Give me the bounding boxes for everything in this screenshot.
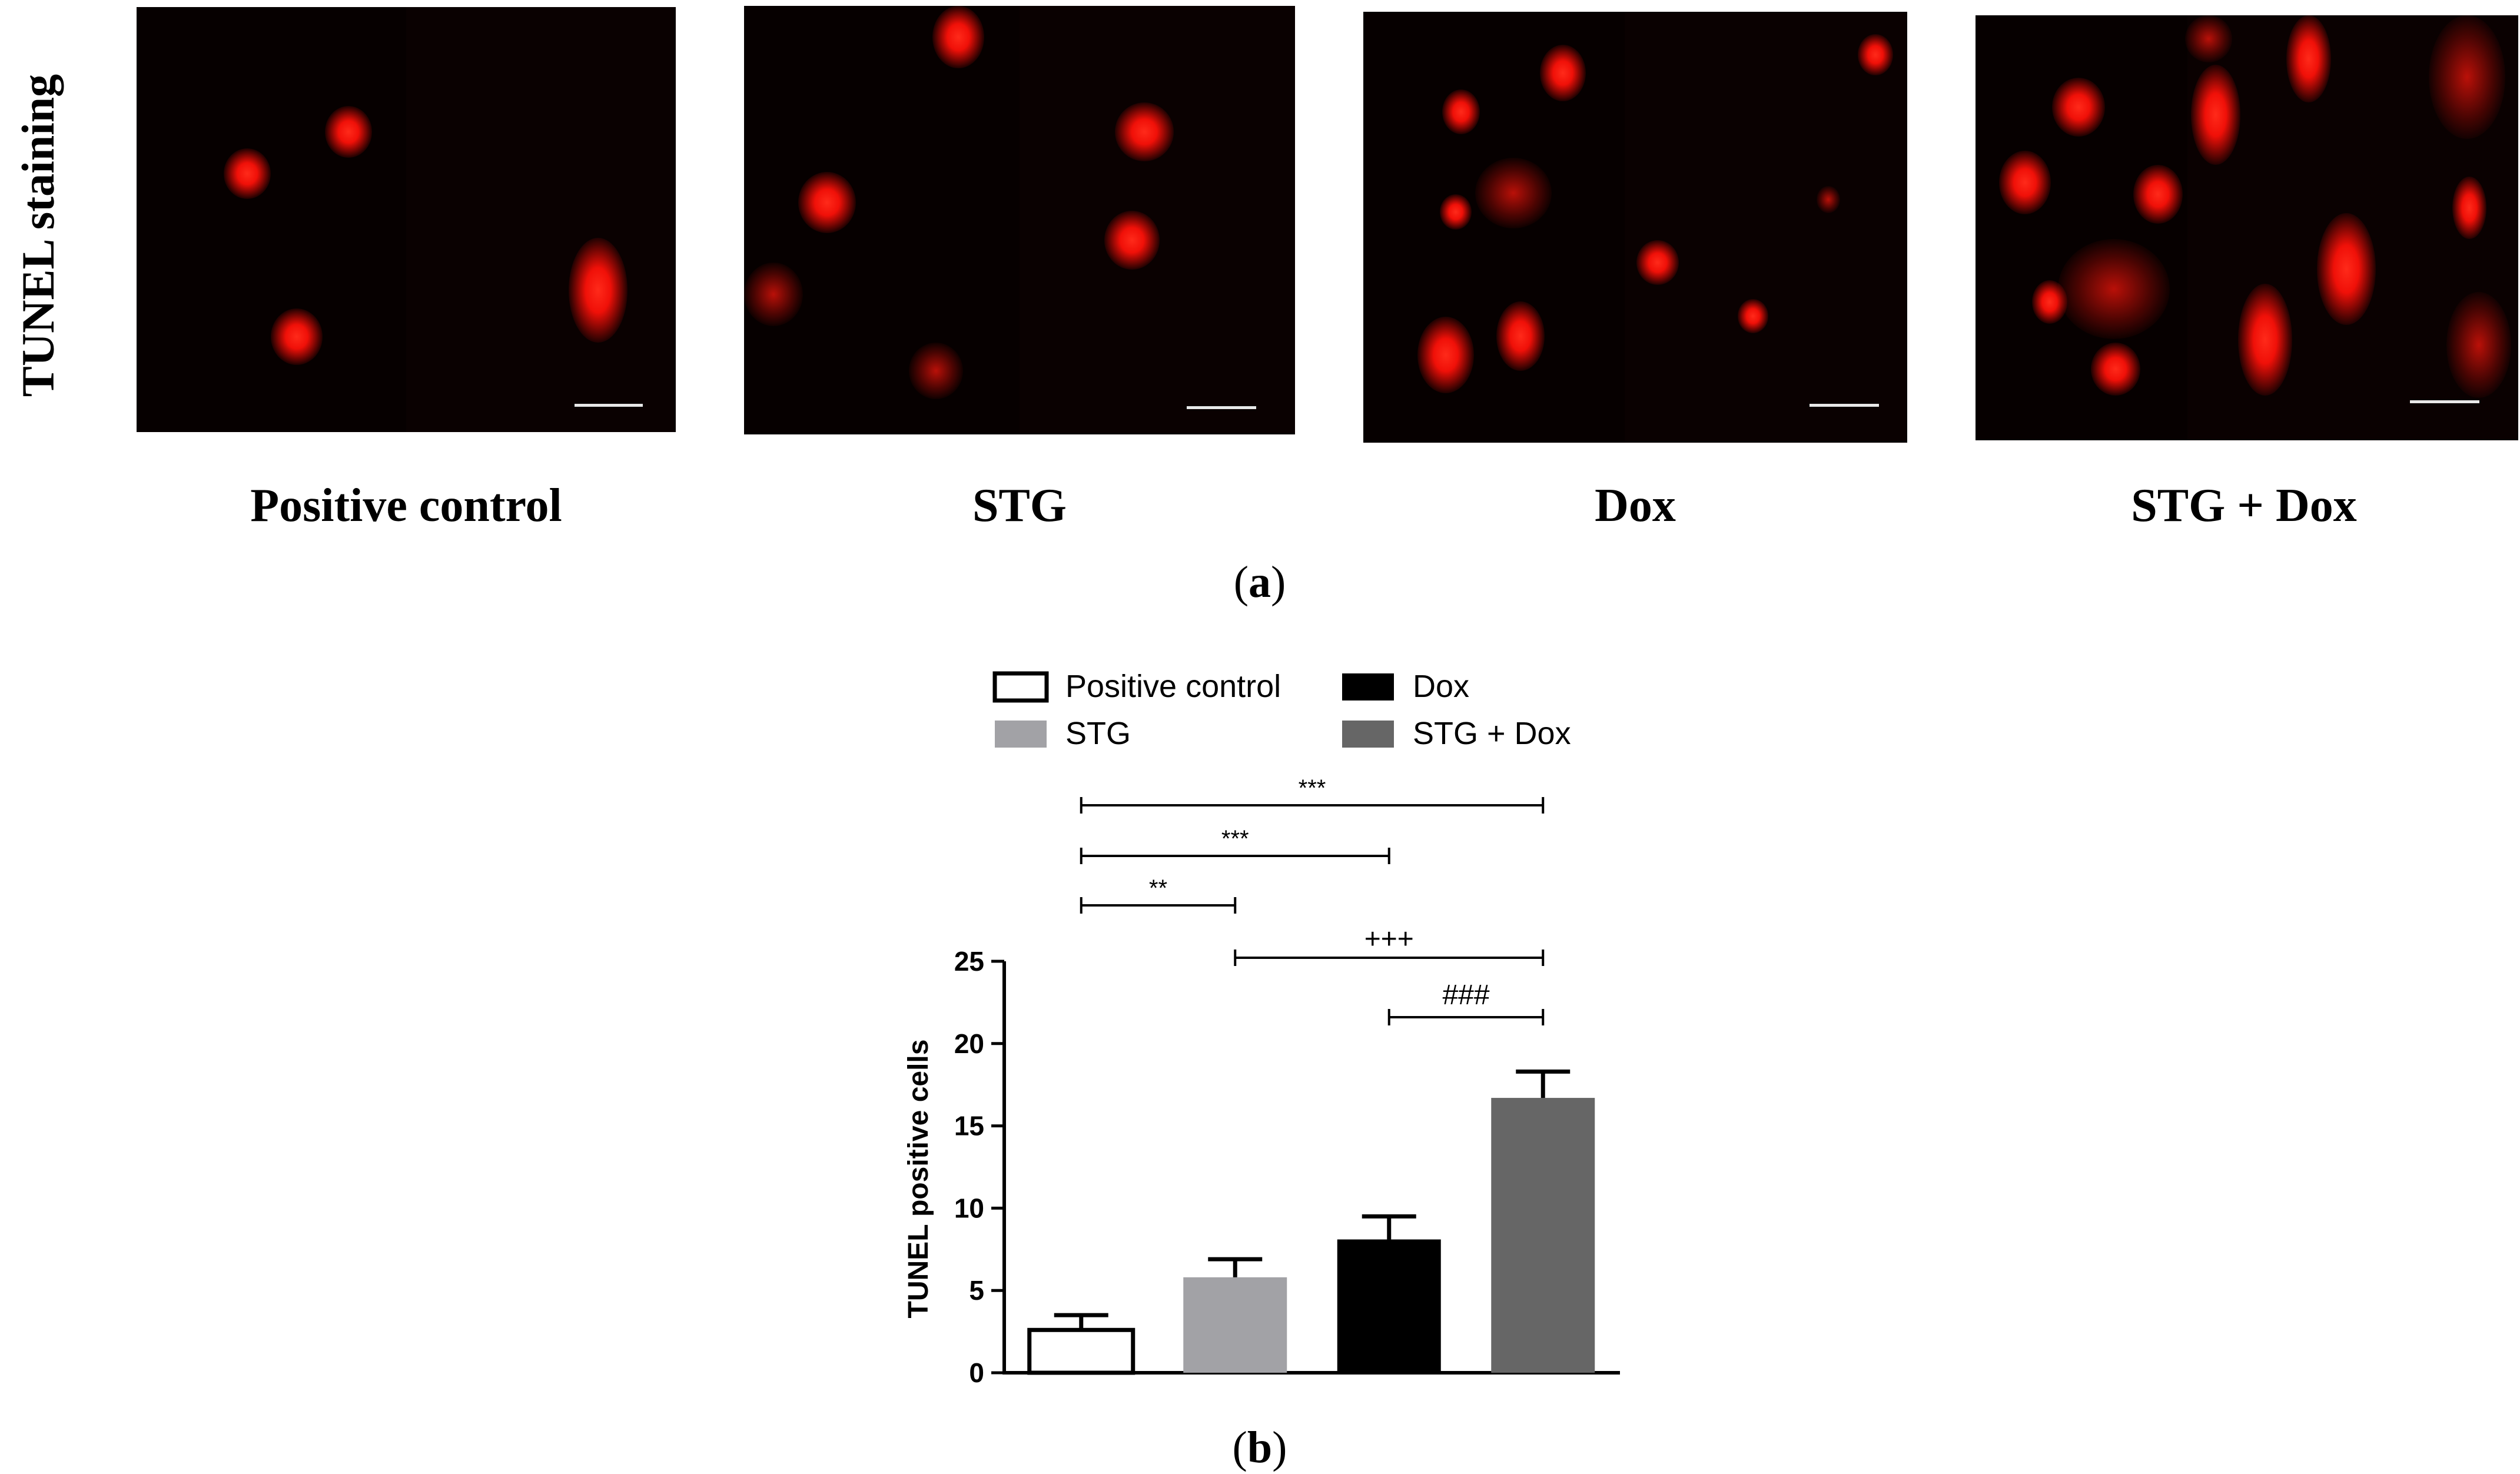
legend-label: STG xyxy=(1065,716,1131,751)
paren-open: ( xyxy=(1232,1423,1247,1472)
y-tick-label: 15 xyxy=(954,1111,984,1141)
stained-nucleus xyxy=(1115,102,1174,161)
y-tick-label: 0 xyxy=(969,1357,984,1388)
scale-bar xyxy=(2410,400,2479,403)
stained-nucleus xyxy=(2317,213,2376,325)
stained-nucleus xyxy=(1475,158,1552,228)
legend-label: Dox xyxy=(1413,669,1469,704)
micrograph-half xyxy=(744,6,1020,434)
stained-nucleus xyxy=(224,148,271,199)
significance-label: ### xyxy=(1442,980,1489,1011)
legend-swatch xyxy=(992,671,1049,703)
stained-nucleus xyxy=(2429,15,2505,139)
bar-0 xyxy=(1027,1327,1136,1375)
stained-nucleus xyxy=(2452,177,2486,239)
legend-label: STG + Dox xyxy=(1413,716,1571,751)
legend-swatch xyxy=(1342,721,1394,748)
micrograph-stg-dox xyxy=(1976,15,2518,440)
y-tick-label: 5 xyxy=(969,1275,984,1306)
micrograph-stg xyxy=(744,6,1295,434)
stained-nucleus xyxy=(2286,15,2331,102)
stained-nucleus xyxy=(2133,165,2183,224)
stained-nucleus xyxy=(2032,280,2067,324)
paren-close: ) xyxy=(1272,1423,1287,1472)
stained-nucleus xyxy=(798,172,856,233)
stained-nucleus xyxy=(1417,317,1474,393)
legend-label: Positive control xyxy=(1065,669,1281,704)
significance-label: +++ xyxy=(1364,924,1414,955)
stained-nucleus xyxy=(2185,15,2232,62)
bar-3 xyxy=(1491,1098,1595,1373)
micrograph-half xyxy=(1624,12,1907,443)
stained-nucleus xyxy=(932,6,984,68)
stained-nucleus xyxy=(1496,301,1545,371)
micrograph-half xyxy=(137,7,406,432)
stained-nucleus xyxy=(2446,292,2511,398)
legend-swatch xyxy=(1342,673,1394,701)
y-tick-label: 20 xyxy=(954,1028,984,1059)
paren-close: ) xyxy=(1271,557,1286,607)
stained-nucleus xyxy=(909,343,963,399)
micrograph-positive-control xyxy=(137,7,676,432)
stained-nucleus xyxy=(1636,240,1679,285)
scale-bar xyxy=(1187,406,1256,409)
stained-nucleus xyxy=(325,106,372,158)
stained-nucleus xyxy=(1104,211,1160,270)
stained-nucleus xyxy=(2091,343,2140,396)
y-tick-label: 25 xyxy=(954,946,984,977)
caption-stg-dox: STG + Dox xyxy=(2131,480,2357,532)
stained-nucleus xyxy=(2191,65,2240,165)
stained-nucleus xyxy=(1817,186,1840,213)
micrograph-dox xyxy=(1363,12,1907,443)
stained-nucleus xyxy=(744,263,803,326)
panel-a-letter: a xyxy=(1249,557,1271,607)
micrograph-half xyxy=(406,7,676,432)
stained-nucleus xyxy=(2052,78,2105,137)
legend-swatch xyxy=(995,721,1047,748)
stained-nucleus xyxy=(1738,299,1768,333)
paren-open: ( xyxy=(1233,557,1249,607)
scale-bar xyxy=(1810,404,1879,407)
stained-nucleus xyxy=(1540,45,1586,101)
stained-nucleus xyxy=(2058,239,2170,339)
stained-nucleus xyxy=(2238,284,2292,396)
caption-dox: Dox xyxy=(1595,480,1676,532)
bar-1 xyxy=(1183,1277,1287,1373)
scale-bar xyxy=(575,404,643,407)
stained-nucleus xyxy=(1999,151,2051,214)
y-axis-label: TUNEL positive cells xyxy=(903,1040,934,1319)
panel-b-letter: b xyxy=(1247,1423,1273,1472)
stained-nucleus xyxy=(1858,34,1893,75)
stained-nucleus xyxy=(271,308,323,365)
caption-stg: STG xyxy=(972,480,1067,532)
stained-nucleus xyxy=(1442,89,1480,134)
micrograph-half xyxy=(1020,6,1295,434)
significance-label: ** xyxy=(1149,875,1167,901)
panel-letter-a: (a) xyxy=(1201,557,1319,608)
significance-label: *** xyxy=(1299,775,1326,801)
y-tick-label: 10 xyxy=(954,1193,984,1223)
bar-2 xyxy=(1337,1239,1441,1373)
stained-nucleus xyxy=(569,238,627,343)
significance-label: *** xyxy=(1221,826,1249,852)
stained-nucleus xyxy=(1440,194,1472,230)
caption-positive-control: Positive control xyxy=(250,480,562,532)
panel-letter-b: (b) xyxy=(1201,1422,1319,1473)
